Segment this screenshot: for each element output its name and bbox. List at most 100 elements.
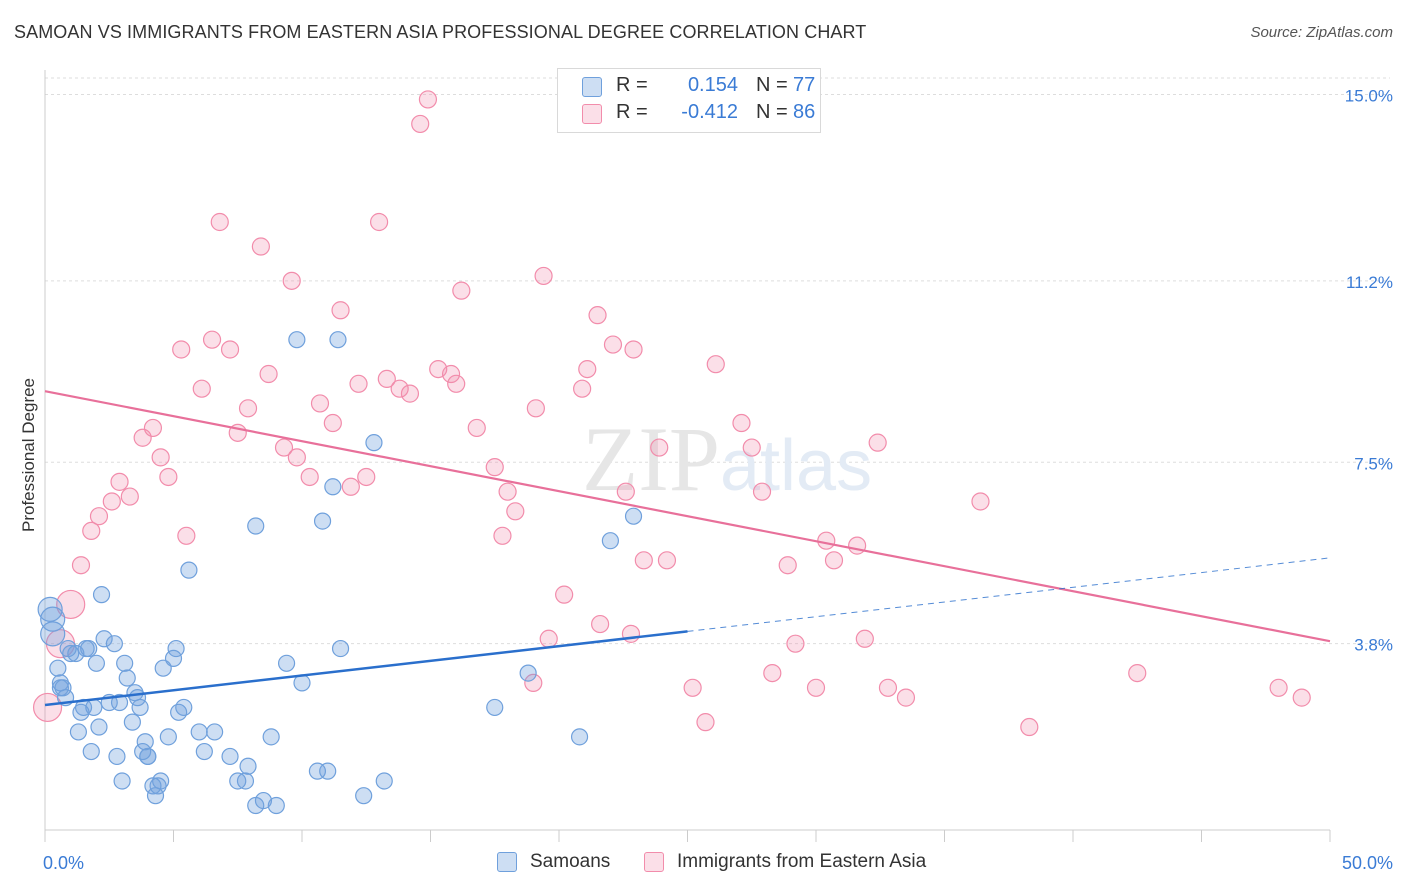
immigrants-point <box>192 379 211 398</box>
immigrants-point <box>778 556 797 575</box>
immigrants-point <box>377 369 396 389</box>
immigrants-point <box>400 384 420 403</box>
immigrants-point <box>696 713 715 732</box>
samoans-point <box>105 635 123 653</box>
immigrants-point <box>506 502 525 521</box>
immigrants-point <box>534 266 553 286</box>
samoans-point <box>175 698 193 717</box>
immigrants-point <box>732 413 751 433</box>
immigrants-point <box>32 692 63 723</box>
legend-swatch-immigrants <box>582 104 602 124</box>
samoans-point <box>262 728 280 746</box>
immigrants-point <box>1128 663 1147 683</box>
immigrants-point <box>357 467 376 487</box>
samoans-point <box>170 703 188 721</box>
immigrants-point <box>202 330 222 349</box>
immigrants-point <box>855 629 874 648</box>
immigrants-point <box>177 526 196 545</box>
immigrants-point <box>467 418 486 438</box>
immigrants-point <box>868 433 887 452</box>
legend-r-label: R = <box>616 101 648 123</box>
legend-n-value: 77 <box>793 74 816 96</box>
samoans-point <box>90 718 108 736</box>
watermark-atlas: atlas <box>720 426 872 506</box>
samoans-point <box>92 586 111 604</box>
immigrants-point <box>650 438 669 457</box>
samoans-point <box>69 723 88 741</box>
y-axis-label: Professional Degree <box>19 378 38 532</box>
immigrants-point <box>786 634 805 653</box>
samoans-point <box>131 698 149 717</box>
samoans-point <box>267 796 285 815</box>
immigrants-point <box>524 673 543 693</box>
immigrants-point <box>300 467 319 487</box>
immigrants-point <box>310 394 330 413</box>
x-tick-label-max: 50.0% <box>1342 853 1393 873</box>
immigrants-point <box>485 458 504 477</box>
samoans-point <box>324 478 342 496</box>
samoans-point <box>167 639 185 658</box>
immigrants-point <box>251 237 270 256</box>
source-label: Source: ZipAtlas.com <box>1250 24 1393 41</box>
legend-r-value: -0.412 <box>681 101 738 123</box>
samoans-point <box>62 644 80 663</box>
immigrants-point <box>349 374 368 393</box>
immigrants-point <box>493 526 512 545</box>
samoans-point <box>236 772 255 790</box>
watermark-zip: ZIP <box>582 408 720 510</box>
immigrants-point <box>323 413 342 433</box>
samoans-point <box>221 747 239 766</box>
immigrants-point <box>624 340 643 359</box>
samoans-point <box>118 669 136 687</box>
immigrants-point <box>447 374 466 393</box>
samoans-point <box>570 728 589 746</box>
immigrants-point <box>282 271 301 290</box>
immigrants-point <box>878 678 898 697</box>
samoans-point <box>40 606 66 632</box>
samoans-point <box>486 698 504 717</box>
immigrants-point <box>498 482 517 501</box>
bottom-legend-label: Immigrants from Eastern Asia <box>677 851 927 872</box>
immigrants-point <box>56 589 86 620</box>
samoans-point <box>51 679 70 697</box>
immigrants-point <box>89 507 109 526</box>
samoans-point <box>247 517 265 535</box>
legend-swatch-samoans <box>582 77 602 97</box>
immigrants-point <box>1020 717 1039 737</box>
immigrants-point <box>555 585 574 604</box>
tick-labels: 3.8% 7.5% 11.2% 15.0% 0.0% 50.0% <box>43 87 1393 873</box>
samoans-point <box>355 787 373 805</box>
immigrants-point <box>1292 688 1311 707</box>
samoans-point <box>365 434 383 452</box>
samoans-point <box>95 630 113 648</box>
immigrants-point <box>274 438 294 457</box>
immigrants-point <box>143 418 163 438</box>
immigrants-point <box>370 212 389 232</box>
samoans-point <box>37 596 63 622</box>
x-tick-label-min: 0.0% <box>43 853 84 873</box>
bottom-legend-swatch-immigrants <box>644 852 664 872</box>
immigrants-point <box>390 379 409 398</box>
samoans-point <box>375 772 393 790</box>
trend-lines <box>44 390 1331 707</box>
immigrants-point <box>120 487 139 506</box>
samoans-point <box>139 747 157 766</box>
samoans-point <box>49 659 67 677</box>
immigrants-point <box>418 90 438 109</box>
immigrants-point <box>752 482 772 501</box>
immigrants-point <box>539 629 558 648</box>
immigrants-point <box>634 551 653 570</box>
immigrants-point <box>452 281 471 300</box>
immigrants-point <box>441 364 461 384</box>
samoans-point <box>113 772 131 790</box>
immigrants-point <box>824 551 844 570</box>
samoans-point <box>254 791 273 810</box>
samoans-point <box>601 532 620 550</box>
bottom-legend-swatch-samoans <box>497 852 517 872</box>
immigrants-point <box>259 364 278 384</box>
immigrants-point <box>110 472 129 491</box>
samoans-point <box>77 639 95 658</box>
immigrants-point <box>172 340 191 359</box>
legend-r-label: R = <box>616 74 648 96</box>
